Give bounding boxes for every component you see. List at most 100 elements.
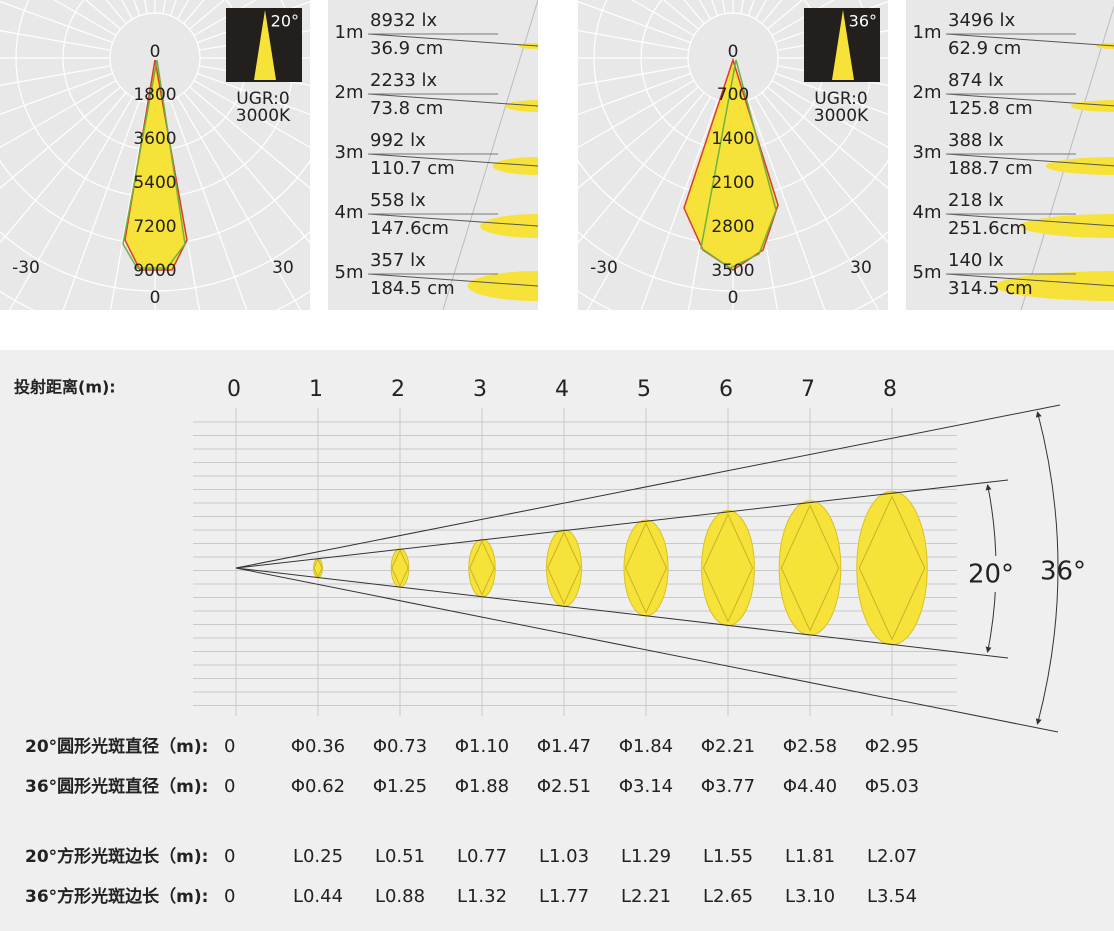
- beam-icon: [832, 10, 854, 80]
- lux: 992 lx: [370, 130, 426, 151]
- light-spot: [1045, 157, 1114, 175]
- distance: 5m: [913, 262, 942, 283]
- beam-angle: 36°: [849, 12, 877, 31]
- row-value: Φ2.95: [865, 736, 919, 757]
- lux: 388 lx: [948, 130, 1004, 151]
- polar-spoke: [640, 100, 719, 310]
- diameter: 251.6cm: [948, 218, 1027, 239]
- spot-square: [313, 557, 323, 579]
- light-spot: [492, 157, 538, 175]
- distance: 5m: [335, 262, 364, 283]
- light-spot: [1070, 100, 1114, 112]
- distance-tick: 0: [227, 377, 241, 402]
- row-value: L2.21: [621, 886, 671, 907]
- row-value: L3.10: [785, 886, 835, 907]
- row-value: 0: [224, 776, 235, 797]
- polar-spoke: [578, 92, 705, 244]
- lux: 218 lx: [948, 190, 1004, 211]
- distance: 4m: [913, 202, 942, 223]
- lux-bg: [328, 0, 538, 310]
- distance-tick: 2: [391, 377, 405, 402]
- diameter: 110.7 cm: [370, 158, 455, 179]
- row-value: 0: [224, 846, 235, 867]
- diameter: 147.6cm: [370, 218, 449, 239]
- distance-tick: 5: [637, 377, 651, 402]
- polar-spoke: [193, 0, 257, 37]
- beam-angle: 20°: [271, 12, 299, 31]
- row-value: L0.51: [375, 846, 425, 867]
- distance: 3m: [913, 142, 942, 163]
- polar-spoke: [109, 102, 148, 310]
- distance: 4m: [335, 202, 364, 223]
- row-value: Φ4.40: [783, 776, 837, 797]
- cone-edge: [442, 0, 538, 310]
- spot: [856, 490, 928, 646]
- leader: [945, 153, 1114, 167]
- polar-ring-label: 3600: [133, 129, 176, 149]
- diameter: 36.9 cm: [370, 38, 443, 59]
- row-value: Φ2.21: [701, 736, 755, 757]
- angle-label: 20°: [968, 560, 1014, 590]
- leader: [367, 153, 538, 167]
- light-spot: [995, 271, 1114, 301]
- distance-tick: 1: [309, 377, 323, 402]
- lux: 558 lx: [370, 190, 426, 211]
- polar-ring-label: 1400: [711, 129, 754, 149]
- polar-spoke: [197, 72, 310, 116]
- beam-shape: [683, 57, 779, 271]
- row-label: 36°圆形光斑直径（m):: [25, 776, 208, 797]
- polar-spoke: [0, 65, 111, 86]
- leader: [367, 273, 538, 287]
- beam-edge: [235, 567, 1059, 733]
- leader: [367, 93, 538, 107]
- lux: 8932 lx: [370, 10, 438, 31]
- polar-ring-label: 7200: [133, 217, 176, 237]
- polar-spoke: [771, 79, 888, 149]
- light-spot: [467, 271, 538, 301]
- ugr: UGR:0: [814, 89, 867, 109]
- spot: [701, 509, 755, 627]
- polar-spoke: [754, 96, 880, 310]
- polar-spoke: [0, 30, 111, 51]
- row-label: 36°方形光斑边长（m):: [25, 886, 208, 907]
- row-value: 0: [224, 736, 235, 757]
- row-value: Φ0.36: [291, 736, 345, 757]
- row-value: Φ1.47: [537, 736, 591, 757]
- row-value: Φ1.88: [455, 776, 509, 797]
- lux: 357 lx: [370, 250, 426, 271]
- polar-ring-label: 5400: [133, 173, 176, 193]
- cone-edge: [1020, 4, 1114, 310]
- diameter: 188.7 cm: [948, 158, 1033, 179]
- angle-label: 36°: [1040, 557, 1086, 587]
- polar-label: 0: [728, 42, 739, 62]
- polar-angle: 30: [850, 258, 872, 278]
- distance-tick: 3: [473, 377, 487, 402]
- spot-square: [858, 495, 926, 641]
- polar-spoke: [193, 79, 310, 149]
- ugr: UGR:0: [236, 89, 289, 109]
- beam-icon: [254, 10, 276, 80]
- spot-square: [547, 531, 581, 605]
- polar-spoke: [0, 0, 113, 44]
- spot: [468, 538, 496, 598]
- row-value: Φ1.84: [619, 736, 673, 757]
- polar-spoke: [0, 92, 127, 244]
- spot-square: [469, 540, 495, 596]
- polar-spoke: [578, 79, 695, 149]
- beam-outline: [122, 59, 186, 269]
- polar-ring-label: 9000: [133, 261, 176, 281]
- lux: 3496 lx: [948, 10, 1016, 31]
- spot: [778, 500, 842, 636]
- polar-spoke: [578, 72, 691, 116]
- polar-label: 0: [728, 288, 739, 308]
- row-value: Φ0.73: [373, 736, 427, 757]
- distance: 3m: [335, 142, 364, 163]
- polar-spoke: [578, 30, 689, 51]
- lux: 2233 lx: [370, 70, 438, 91]
- diameter: 184.5 cm: [370, 278, 455, 299]
- row-value: L0.25: [293, 846, 343, 867]
- polar-ring-label: 700: [717, 85, 749, 105]
- row-value: Φ0.62: [291, 776, 345, 797]
